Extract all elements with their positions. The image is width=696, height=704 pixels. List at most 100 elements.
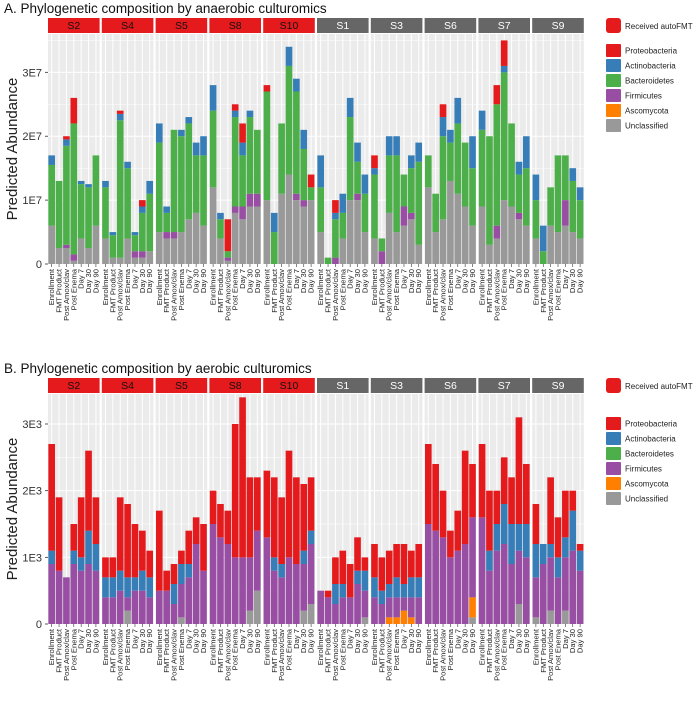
- bar-segment-actinobacteria: [385, 584, 393, 598]
- bar-segment-firmicutes: [532, 577, 540, 618]
- x-tick-label: Day 7: [184, 269, 193, 289]
- bar-segment-unclassified: [170, 238, 178, 264]
- bar-segment-unclassified: [515, 604, 523, 624]
- bar-segment-firmicutes: [246, 193, 254, 207]
- x-tick-label: Post Enema: [338, 268, 347, 310]
- bar-segment-bacteroidetes: [178, 136, 185, 233]
- x-tick-label: Day 7: [292, 629, 301, 649]
- x-tick-label: Day 7: [561, 269, 570, 289]
- bar-segment-firmicutes: [139, 251, 146, 258]
- bar-segment-unclassified: [246, 206, 254, 264]
- bar-segment-proteobacteria: [493, 490, 501, 524]
- bar-segment-bacteroidetes: [408, 168, 415, 213]
- bar-segment-unclassified: [109, 257, 117, 264]
- x-tick-label: Enrollment: [478, 628, 487, 665]
- bar-segment-unclassified: [562, 225, 569, 264]
- y-tick-label: 1E3: [22, 552, 42, 564]
- bar-segment-actinobacteria: [393, 136, 400, 156]
- legend-label-actinobacteria: Actinobacteria: [625, 435, 676, 444]
- x-tick-label: Post Amox/clav: [277, 269, 286, 321]
- facet-strip-label: S10: [280, 20, 299, 32]
- bar-segment-actinobacteria: [63, 139, 70, 146]
- x-tick-label: Day 7: [507, 269, 516, 289]
- bar-segment-proteobacteria: [522, 464, 530, 524]
- bar-segment-unclassified: [515, 219, 523, 264]
- x-tick-label: Day 90: [253, 269, 262, 293]
- bar-segment-proteobacteria: [515, 417, 523, 524]
- x-tick-label: FMT Product: [108, 268, 117, 313]
- facet-strip: [317, 18, 369, 33]
- bar-segment-unclassified: [85, 248, 92, 264]
- bar-segment-unclassified: [146, 251, 154, 264]
- bar-segment-unclassified: [393, 232, 400, 264]
- bar-segment-proteobacteria: [239, 123, 246, 143]
- bar-segment-firmicutes: [493, 550, 501, 624]
- x-tick-label: Post Enema: [554, 268, 563, 310]
- bar-segment-firmicutes: [63, 244, 70, 249]
- bar-segment-actinobacteria: [576, 187, 584, 201]
- legend-key-actinobacteria: [606, 59, 621, 72]
- bar-segment-actinobacteria: [231, 110, 239, 118]
- bar-segment-actinobacteria: [317, 155, 325, 188]
- x-tick-label: Post Enema: [69, 268, 78, 310]
- x-tick-label: FMT Product: [324, 628, 333, 673]
- bar-segment-firmicutes: [131, 251, 139, 258]
- bar-segment-proteobacteria: [131, 524, 139, 578]
- bar-segment-proteobacteria: [70, 524, 78, 551]
- bar-segment-firmicutes: [522, 557, 530, 624]
- bar-segment-unclassified: [432, 232, 439, 264]
- x-tick-label: Enrollment: [101, 628, 110, 665]
- bar-segment-proteobacteria: [185, 530, 193, 564]
- legend-label-actinobacteria: Actinobacteria: [625, 62, 676, 71]
- x-tick-label: FMT Product: [539, 628, 548, 673]
- bar-segment-firmicutes: [139, 590, 146, 624]
- y-tick-label: 3E7: [22, 67, 42, 79]
- bar-segment-firmicutes: [124, 597, 131, 611]
- bar-segment-actinobacteria: [478, 110, 486, 130]
- bar-segment-unclassified: [361, 232, 369, 264]
- x-tick-label: Day 90: [253, 629, 262, 653]
- bar-segment-firmicutes: [285, 557, 293, 624]
- bar-segment-unclassified: [493, 238, 501, 264]
- x-tick-label: Day 7: [399, 629, 408, 649]
- bar-segment-actinobacteria: [116, 570, 124, 591]
- bar-segment-proteobacteria: [224, 510, 232, 544]
- facet-strip: [209, 378, 261, 393]
- legend-label-firmicutes: Firmicutes: [625, 465, 662, 474]
- bar-segment-unclassified: [178, 232, 185, 264]
- bar-segment-bacteroidetes: [439, 136, 447, 220]
- x-tick-label: Day 30: [514, 629, 523, 653]
- bar-segment-firmicutes: [454, 550, 462, 624]
- x-tick-label: Post Enema: [500, 628, 509, 670]
- legend-key-unclassified: [606, 119, 621, 132]
- bar-segment-actinobacteria: [109, 577, 117, 598]
- bar-segment-actinobacteria: [393, 577, 400, 598]
- y-tick-label: 2E3: [22, 486, 42, 498]
- x-tick-label: Day 90: [576, 269, 585, 293]
- bar-segment-bacteroidetes: [554, 155, 562, 233]
- bar-segment-proteobacteria: [70, 97, 78, 124]
- legend-key-ascomycota: [606, 104, 621, 117]
- bar-segment-proteobacteria: [354, 537, 361, 571]
- bar-segment-firmicutes: [200, 570, 207, 624]
- bar-segment-firmicutes: [439, 537, 447, 624]
- bar-segment-proteobacteria: [217, 504, 224, 538]
- bar-segment-firmicutes: [70, 564, 78, 624]
- bar-segment-unclassified: [155, 232, 163, 264]
- y-tick-label: 1E7: [22, 195, 42, 207]
- bar-segment-unclassified: [346, 200, 354, 264]
- legend-key-autofmt: [606, 378, 621, 393]
- bar-segment-proteobacteria: [263, 85, 271, 92]
- x-tick-label: Enrollment: [101, 268, 110, 305]
- x-tick-label: Enrollment: [262, 628, 271, 665]
- bar-segment-firmicutes: [70, 254, 78, 261]
- bar-segment-actinobacteria: [415, 142, 423, 162]
- bar-segment-unclassified: [131, 257, 139, 264]
- bar-segment-bacteroidetes: [146, 193, 154, 252]
- bar-segment-actinobacteria: [77, 557, 85, 571]
- bar-segment-actinobacteria: [124, 577, 131, 598]
- bar-segment-actinobacteria: [185, 117, 193, 124]
